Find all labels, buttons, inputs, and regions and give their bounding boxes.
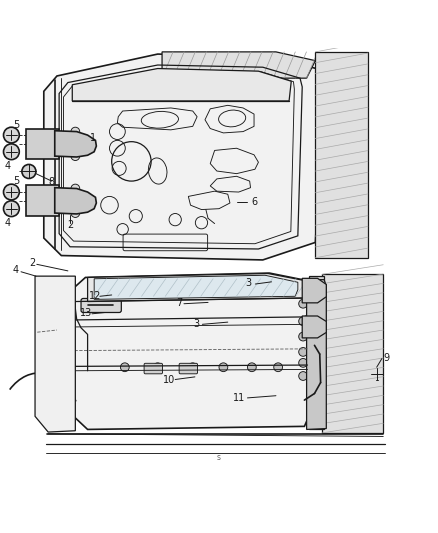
Circle shape <box>71 209 80 217</box>
Circle shape <box>299 332 307 341</box>
FancyBboxPatch shape <box>179 364 198 374</box>
Circle shape <box>188 363 197 372</box>
Text: 4: 4 <box>12 265 18 275</box>
Circle shape <box>4 144 19 159</box>
Circle shape <box>371 368 383 380</box>
Text: 1: 1 <box>90 133 96 143</box>
Circle shape <box>305 285 317 296</box>
Text: 2: 2 <box>29 258 35 268</box>
Circle shape <box>65 195 77 207</box>
Text: s: s <box>217 454 221 463</box>
Text: 2: 2 <box>67 220 73 230</box>
Polygon shape <box>26 185 59 216</box>
Circle shape <box>71 127 80 136</box>
Circle shape <box>153 363 162 372</box>
Polygon shape <box>307 280 326 430</box>
Circle shape <box>299 372 307 381</box>
Text: 7: 7 <box>177 298 183 308</box>
Text: 3: 3 <box>246 278 252 288</box>
Circle shape <box>4 127 19 143</box>
Text: 6: 6 <box>251 197 257 207</box>
Circle shape <box>312 279 319 286</box>
Polygon shape <box>72 69 291 101</box>
Polygon shape <box>26 128 59 159</box>
Circle shape <box>219 363 228 372</box>
Polygon shape <box>72 273 309 430</box>
Circle shape <box>303 279 310 286</box>
Circle shape <box>312 331 319 338</box>
Text: 8: 8 <box>49 177 55 187</box>
Text: 11: 11 <box>233 393 245 403</box>
Circle shape <box>71 184 80 193</box>
Circle shape <box>4 184 19 200</box>
Polygon shape <box>309 276 324 429</box>
Circle shape <box>305 321 317 333</box>
Polygon shape <box>302 278 326 303</box>
Circle shape <box>299 317 307 326</box>
Polygon shape <box>162 52 315 78</box>
Circle shape <box>303 316 310 323</box>
Circle shape <box>247 363 256 372</box>
Text: 4: 4 <box>5 217 11 228</box>
Circle shape <box>65 138 77 150</box>
Circle shape <box>299 300 307 308</box>
Polygon shape <box>94 275 298 300</box>
Circle shape <box>303 331 310 338</box>
Text: 13: 13 <box>80 309 92 318</box>
Circle shape <box>274 363 283 372</box>
Text: 5: 5 <box>14 176 20 186</box>
Circle shape <box>312 316 319 323</box>
Polygon shape <box>88 273 306 302</box>
Circle shape <box>312 296 319 303</box>
Circle shape <box>22 165 36 179</box>
Polygon shape <box>44 54 324 260</box>
Polygon shape <box>302 316 326 338</box>
Polygon shape <box>322 274 383 433</box>
Circle shape <box>299 348 307 356</box>
Text: 4: 4 <box>5 161 11 171</box>
Circle shape <box>71 152 80 160</box>
Text: 10: 10 <box>162 375 175 385</box>
Polygon shape <box>55 131 96 157</box>
Polygon shape <box>35 276 75 432</box>
Polygon shape <box>55 188 96 214</box>
Circle shape <box>58 138 71 150</box>
Text: 5: 5 <box>14 120 20 130</box>
FancyBboxPatch shape <box>81 298 121 312</box>
Circle shape <box>299 359 307 367</box>
Text: 12: 12 <box>89 291 102 301</box>
Circle shape <box>4 201 19 216</box>
Circle shape <box>58 194 71 207</box>
Text: 9: 9 <box>383 353 389 362</box>
Text: 3: 3 <box>193 319 199 329</box>
Circle shape <box>303 296 310 303</box>
Circle shape <box>299 284 307 293</box>
Circle shape <box>120 363 129 372</box>
Polygon shape <box>315 52 368 258</box>
FancyBboxPatch shape <box>144 364 162 374</box>
